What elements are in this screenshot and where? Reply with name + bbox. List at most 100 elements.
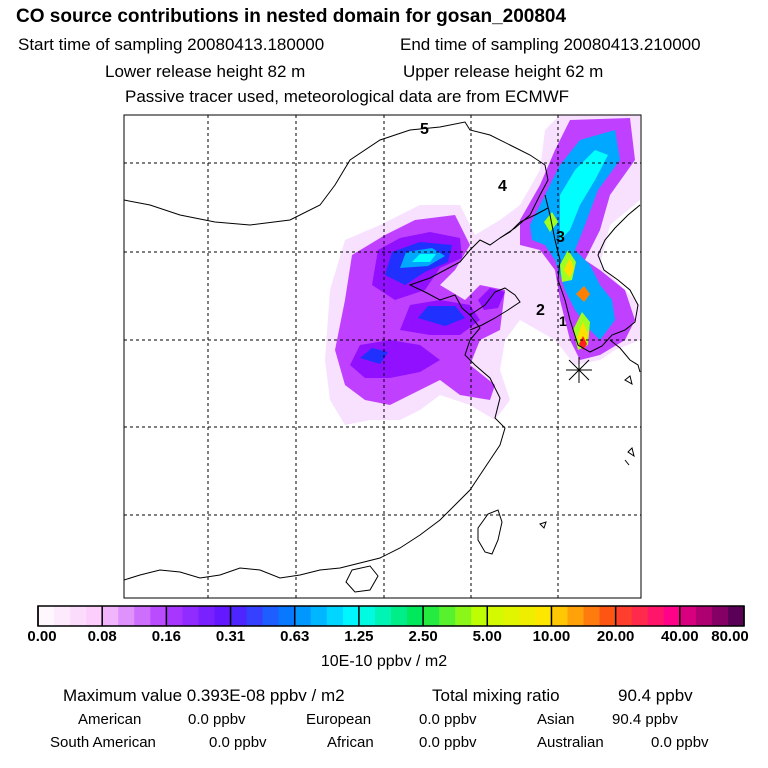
colorbar-swatch xyxy=(214,606,232,626)
region-european-value: 0.0 ppbv xyxy=(419,711,477,728)
colorbar-swatch xyxy=(551,606,568,626)
region-asian-name: Asian xyxy=(537,711,575,728)
colorbar-tick-label: 0.63 xyxy=(280,628,310,645)
plume-purple-east xyxy=(478,288,505,310)
colorbar-swatch xyxy=(294,606,312,626)
map-label-2: 2 xyxy=(536,302,545,319)
map-label-4: 4 xyxy=(498,178,507,195)
colorbar-swatch xyxy=(150,606,167,626)
colorbar-swatch xyxy=(391,606,408,626)
colorbar-swatch xyxy=(455,606,472,626)
colorbar-swatch xyxy=(278,606,296,626)
end-time-label: End time of sampling 20080413.210000 xyxy=(400,35,701,54)
plume-orange-spot xyxy=(576,286,590,302)
colorbar-swatch xyxy=(727,606,745,626)
colorbar-swatch xyxy=(38,606,55,626)
colorbar-swatch xyxy=(182,606,199,626)
coastlines xyxy=(124,121,641,593)
colorbar-swatch xyxy=(358,606,376,626)
colorbar-tick-label: 40.00 xyxy=(661,628,699,645)
colorbar-swatch xyxy=(326,606,344,626)
colorbar-swatch xyxy=(631,606,649,626)
colorbar-tick-label: 0.31 xyxy=(215,628,246,645)
coast-bohai xyxy=(499,207,549,239)
page-title: CO source contributions in nested domain… xyxy=(16,6,567,27)
colorbar-swatch xyxy=(134,606,151,626)
receptor-star-icon xyxy=(566,357,592,383)
colorbar-swatch xyxy=(695,606,713,626)
colorbar-tick-label: 0.08 xyxy=(87,628,117,645)
plume-yellow-mid xyxy=(564,258,574,278)
colorbar-swatch xyxy=(599,606,617,626)
colorbar-swatch xyxy=(487,606,504,626)
colorbar-tick-label: 5.00 xyxy=(472,628,502,645)
colorbar-swatch xyxy=(647,606,665,626)
colorbar-swatch xyxy=(118,606,135,626)
colorbar-swatch xyxy=(374,606,392,626)
colorbar-swatch xyxy=(54,606,71,626)
max-value-label: Maximum value 0.393E-08 ppbv / m2 xyxy=(63,686,345,705)
colorbar-swatch xyxy=(663,606,681,626)
region-south-american-value: 0.0 ppbv xyxy=(209,734,267,751)
region-asian-value: 90.4 ppbv xyxy=(612,711,678,728)
colorbar-swatch xyxy=(102,606,119,626)
colorbar-swatch xyxy=(310,606,328,626)
region-south-american-name: South American xyxy=(50,734,156,751)
plume-cyan-west xyxy=(412,254,436,262)
region-american-value: 0.0 ppbv xyxy=(188,711,246,728)
region-australian-value: 0.0 ppbv xyxy=(651,734,709,751)
colorbar-tick-label: 0.16 xyxy=(151,628,181,645)
tracer-note: Passive tracer used, meteorological data… xyxy=(125,87,570,106)
colorbar-swatch xyxy=(439,606,456,626)
colorbar-swatch xyxy=(615,606,633,626)
plume-blue-center xyxy=(418,306,465,326)
colorbar-swatch xyxy=(342,606,360,626)
coast-shandong xyxy=(469,287,521,331)
coast-japan xyxy=(609,339,641,373)
colorbar-tick-label: 2.50 xyxy=(408,628,438,645)
coast-mainland xyxy=(124,121,549,581)
colorbar-tick-label: 1.25 xyxy=(344,628,374,645)
total-mixing-label: Total mixing ratio xyxy=(432,686,560,705)
plume-cyan-band xyxy=(560,150,608,240)
colorbar-swatch xyxy=(471,606,488,626)
coast-taiwan xyxy=(477,509,503,555)
colorbar-swatch xyxy=(70,606,87,626)
colorbar-swatch xyxy=(567,606,585,626)
region-australian-name: Australian xyxy=(537,734,604,751)
colorbar-frame xyxy=(37,605,745,627)
map-grid xyxy=(124,115,641,598)
coast-hainan xyxy=(345,565,379,593)
region-american-name: American xyxy=(78,711,142,728)
colorbar-tick-label: 80.00 xyxy=(711,628,749,645)
colorbar-swatch xyxy=(407,606,424,626)
colorbar-swatch xyxy=(262,606,280,626)
colorbar xyxy=(37,605,745,627)
colorbar-tick-label: 20.00 xyxy=(596,628,635,645)
map-frame xyxy=(123,114,642,599)
upper-release-label: Upper release height 62 m xyxy=(403,62,604,81)
colorbar-swatch xyxy=(519,606,536,626)
colorbar-swatch xyxy=(246,606,264,626)
start-time-label: Start time of sampling 20080413.180000 xyxy=(18,35,325,54)
map-label-3: 3 xyxy=(556,229,565,246)
map-label-5: 5 xyxy=(420,121,429,138)
colorbar-swatch xyxy=(166,606,183,626)
lower-release-label: Lower release height 82 m xyxy=(105,62,306,81)
plume-sky-northeast xyxy=(530,130,620,340)
colorbar-swatch xyxy=(711,606,729,626)
colorbar-swatch xyxy=(535,606,552,626)
coast-korea xyxy=(544,194,641,353)
colorbar-swatch xyxy=(198,606,215,626)
region-african-value: 0.0 ppbv xyxy=(419,734,477,751)
colorbar-tick-label: 0.00 xyxy=(27,628,57,645)
coast-islands xyxy=(539,375,635,529)
colorbar-swatch xyxy=(679,606,697,626)
plume-blue-south xyxy=(360,348,388,364)
colorbar-swatch xyxy=(230,606,248,626)
colorbar-swatch xyxy=(583,606,601,626)
concentration-field xyxy=(325,115,640,425)
colorbar-swatch xyxy=(86,606,103,626)
colorbar-tick-label: 10.00 xyxy=(532,628,571,645)
